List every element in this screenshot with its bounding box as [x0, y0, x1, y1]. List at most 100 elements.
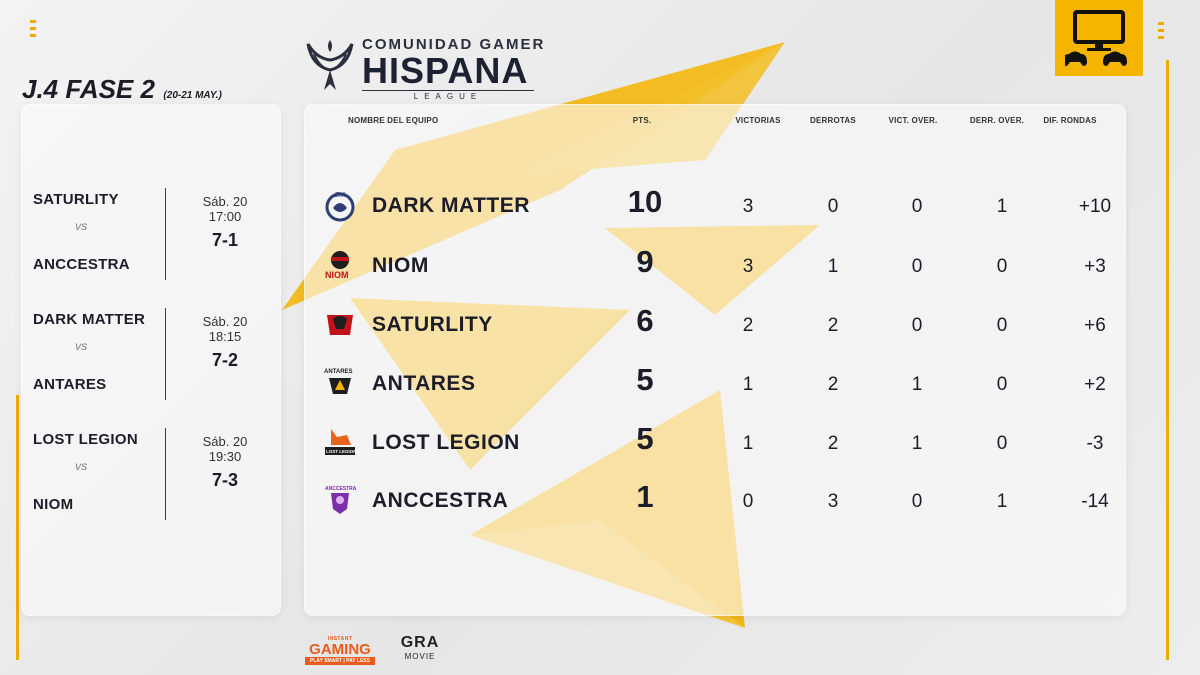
league-logo: COMUNIDAD GAMER HISPANA LEAGUE — [302, 30, 562, 101]
svg-text:LOST LEGION: LOST LEGION — [326, 449, 357, 454]
phase-dates: (20-21 MAY.) — [163, 90, 222, 101]
team-wins: 1 — [742, 374, 754, 395]
team-round-diff: -14 — [1081, 491, 1109, 512]
header-points: PTS. — [632, 116, 652, 125]
match-team-b: NIOM — [33, 496, 74, 513]
header-ot-losses: DERR. OVER. — [969, 116, 1025, 125]
team-losses: 3 — [827, 491, 839, 512]
team-ot-wins: 0 — [911, 491, 923, 512]
team-ot-wins: 1 — [911, 433, 923, 454]
standings-row: ANTARES ANTARES 5 1 2 1 0 +2 — [305, 354, 1125, 410]
saturlity-logo-icon — [327, 315, 353, 335]
team-points: 10 — [627, 184, 663, 219]
team-round-diff: +3 — [1084, 256, 1106, 277]
team-points: 9 — [636, 244, 654, 279]
match-card: LOST LEGION VS NIOM Sáb. 20 19:30 7-3 — [22, 428, 280, 536]
match-time: 17:00 — [208, 209, 242, 224]
standings-row: ANCCESTRA ANCCESTRA 1 0 3 0 1 -14 — [305, 471, 1125, 527]
team-wins: 0 — [742, 491, 754, 512]
svg-text:ZM: ZM — [335, 192, 345, 199]
match-card: SATURLITY VS ANCCESTRA Sáb. 20 17:00 7-1 — [22, 188, 280, 296]
header-ot-wins: VICT. OVER. — [888, 116, 938, 125]
team-round-diff: +6 — [1084, 315, 1106, 336]
match-score: 7-3 — [211, 470, 238, 490]
match-date: Sáb. 20 — [202, 194, 248, 209]
dark-matter-logo-icon: ZM — [325, 192, 355, 222]
sponsor-ig-top: INSTANT — [327, 636, 353, 642]
match-team-a: LOST LEGION — [33, 431, 138, 448]
lost-legion-logo-icon: LOST LEGION — [325, 429, 357, 455]
niom-logo-icon: NIOM — [325, 251, 349, 280]
accent-line — [16, 395, 19, 660]
match-team-a: SATURLITY — [33, 191, 119, 208]
match-team-b: ANCCESTRA — [33, 256, 130, 273]
team-ot-wins: 0 — [911, 196, 923, 217]
team-ot-losses: 0 — [996, 433, 1008, 454]
match-divider — [165, 308, 166, 400]
match-team-a: DARK MATTER — [33, 311, 146, 328]
svg-text:NIOM: NIOM — [325, 270, 349, 280]
team-name: DARK MATTER — [372, 194, 530, 217]
team-ot-wins: 0 — [911, 256, 923, 277]
team-ot-losses: 1 — [996, 196, 1008, 217]
team-ot-wins: 1 — [911, 374, 923, 395]
team-ot-losses: 0 — [996, 315, 1008, 336]
match-vs: VS — [75, 342, 88, 352]
team-wins: 2 — [742, 315, 754, 336]
team-name: SATURLITY — [372, 313, 493, 336]
team-name: ANTARES — [372, 372, 476, 395]
team-ot-wins: 0 — [911, 315, 923, 336]
standings-row: NIOM NIOM 9 3 1 0 0 +3 — [305, 236, 1125, 292]
antares-logo-icon: ANTARES — [324, 369, 353, 394]
logo-sub-text: LEAGUE — [362, 90, 534, 101]
corner-decoration — [1158, 22, 1170, 44]
header-losses: DERROTAS — [810, 116, 856, 125]
team-points: 5 — [636, 421, 654, 456]
match-score: 7-2 — [211, 350, 238, 370]
svg-text:ANTARES: ANTARES — [324, 369, 353, 375]
team-name: LOST LEGION — [372, 431, 520, 454]
team-ot-losses: 0 — [996, 256, 1008, 277]
team-ot-losses: 1 — [996, 491, 1008, 512]
header-team-name: NOMBRE DEL EQUIPO — [348, 116, 439, 125]
corner-decoration — [30, 20, 42, 42]
team-ot-losses: 0 — [996, 374, 1008, 395]
team-wins: 3 — [742, 196, 754, 217]
header-wins: VICTORIAS — [735, 116, 781, 125]
team-points: 6 — [636, 303, 654, 338]
standings-row: LOST LEGION LOST LEGION 5 1 2 1 0 -3 — [305, 413, 1125, 469]
sponsor-ig-tagline: PLAY SMART | PAY LESS — [305, 657, 375, 665]
team-round-diff: -3 — [1086, 433, 1104, 454]
matches-panel — [22, 105, 280, 615]
team-losses: 2 — [827, 433, 839, 454]
team-wins: 3 — [742, 256, 754, 277]
match-date: Sáb. 20 — [202, 434, 248, 449]
team-losses: 2 — [827, 315, 839, 336]
standings-panel — [305, 105, 1125, 615]
accent-line — [1166, 60, 1169, 660]
team-name: NIOM — [372, 254, 429, 277]
team-name: ANCCESTRA — [372, 489, 509, 512]
logo-top-text: COMUNIDAD GAMER — [362, 36, 546, 53]
team-points: 5 — [636, 362, 654, 397]
monitor-gamepads-icon — [1065, 10, 1127, 66]
header-round-diff: DIF. RONDAS — [1043, 116, 1097, 125]
match-card: DARK MATTER VS ANTARES Sáb. 20 18:15 7-2 — [22, 308, 280, 416]
phoenix-logo-icon — [306, 40, 354, 90]
team-wins: 1 — [742, 433, 754, 454]
match-divider — [165, 188, 166, 280]
sponsor-gra-main: GRA — [400, 634, 440, 651]
match-vs: VS — [75, 222, 88, 232]
match-score: 7-1 — [211, 230, 238, 250]
team-losses: 2 — [827, 374, 839, 395]
standings-row: ZM DARK MATTER 10 3 0 0 1 +10 — [305, 176, 1125, 232]
anccestra-logo-icon: ANCCESTRA — [325, 486, 357, 514]
team-points: 1 — [636, 479, 654, 514]
team-losses: 1 — [827, 256, 839, 277]
match-divider — [165, 428, 166, 520]
phase-title-main: J.4 FASE 2 — [22, 74, 155, 104]
platform-badge — [1055, 0, 1143, 76]
logo-main-text: HISPANA — [362, 50, 529, 91]
match-date: Sáb. 20 — [202, 314, 248, 329]
standings-row: SATURLITY 6 2 2 0 0 +6 — [305, 295, 1125, 351]
